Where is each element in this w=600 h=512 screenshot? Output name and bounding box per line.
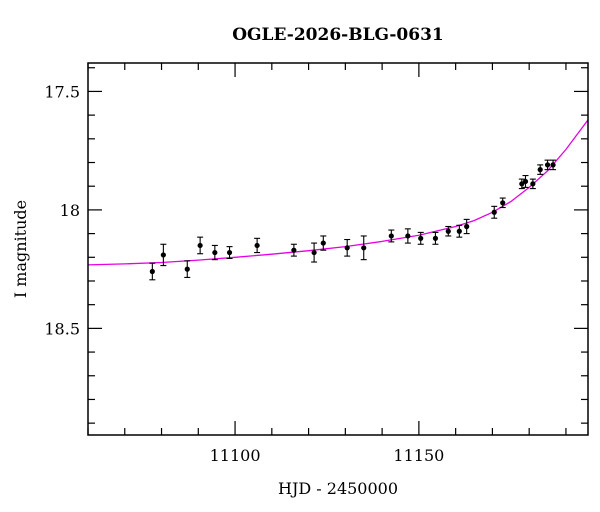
data-point: [432, 235, 439, 241]
data-point: [226, 249, 233, 256]
data-point: [160, 252, 166, 258]
plot-frame: [87, 62, 589, 436]
y-axis-label: I magnitude: [11, 200, 30, 298]
data-point: [311, 249, 317, 256]
data-point: [388, 233, 394, 239]
data-points-group: [149, 159, 557, 281]
chart-title: OGLE-2026-BLG-0631: [232, 25, 444, 45]
tick-labels: 11100 11150 17.5 18 18.5: [44, 82, 444, 465]
data-point: [291, 247, 297, 253]
data-point: [405, 233, 411, 239]
data-point: [456, 228, 462, 234]
data-point: [519, 181, 525, 187]
x-tick-label: 11100: [210, 446, 261, 465]
model-curve: [88, 119, 588, 266]
data-point: [212, 249, 218, 256]
data-point: [344, 245, 350, 251]
data-point: [550, 162, 556, 168]
y-tick-label: 18: [60, 201, 80, 220]
y-tick-label: 17.5: [44, 82, 80, 101]
x-tick-label: 11150: [393, 446, 444, 465]
data-point: [464, 223, 470, 230]
data-point: [418, 235, 424, 241]
data-point: [544, 162, 551, 168]
y-tick-label: 18.5: [44, 319, 80, 338]
data-point: [184, 266, 190, 272]
data-point: [254, 242, 260, 249]
data-point: [530, 181, 536, 187]
data-point: [537, 167, 543, 173]
data-point: [320, 240, 326, 246]
data-point: [361, 245, 367, 251]
axis-ticks: [87, 63, 588, 435]
model-curve-group: [88, 119, 588, 266]
x-axis-label: HJD - 2450000: [278, 479, 398, 498]
data-point: [445, 228, 451, 234]
data-point: [149, 268, 155, 275]
data-point: [491, 209, 497, 215]
data-point: [522, 178, 529, 185]
data-point: [197, 242, 203, 249]
data-point: [500, 200, 506, 206]
